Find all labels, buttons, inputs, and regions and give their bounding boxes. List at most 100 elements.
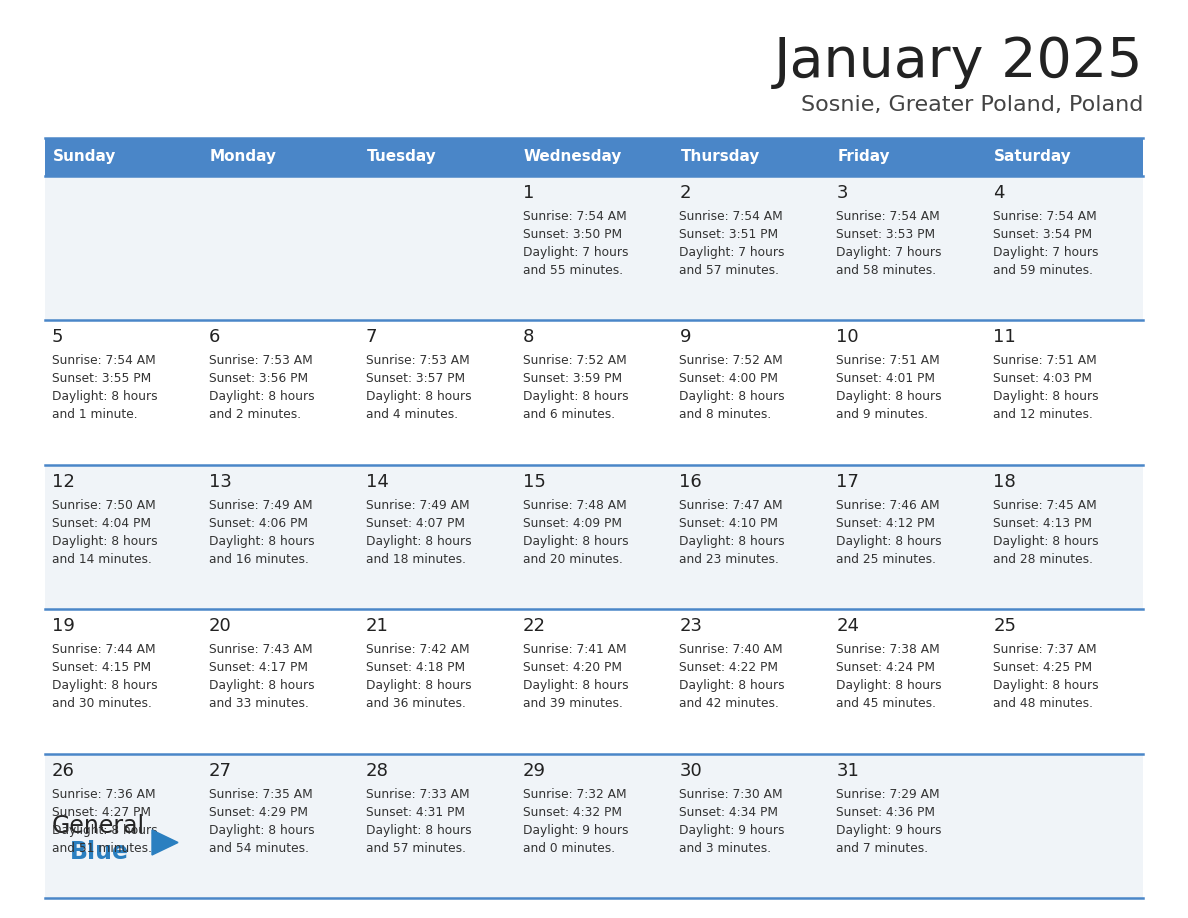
Text: 23: 23 <box>680 617 702 635</box>
Text: Daylight: 9 hours: Daylight: 9 hours <box>680 823 785 836</box>
Text: Sunrise: 7:54 AM: Sunrise: 7:54 AM <box>680 210 783 223</box>
Text: Sunrise: 7:45 AM: Sunrise: 7:45 AM <box>993 498 1097 512</box>
Bar <box>986 610 1143 754</box>
Text: 1: 1 <box>523 184 533 202</box>
Bar <box>45 320 202 465</box>
Text: Sunrise: 7:50 AM: Sunrise: 7:50 AM <box>52 498 156 512</box>
Bar <box>672 465 829 610</box>
Text: Tuesday: Tuesday <box>367 150 436 164</box>
Text: 25: 25 <box>993 617 1016 635</box>
Text: Daylight: 8 hours: Daylight: 8 hours <box>366 535 472 548</box>
Text: and 58 minutes.: and 58 minutes. <box>836 264 936 277</box>
Text: Sunrise: 7:51 AM: Sunrise: 7:51 AM <box>993 354 1097 367</box>
Text: Sunset: 4:09 PM: Sunset: 4:09 PM <box>523 517 621 530</box>
Text: and 23 minutes.: and 23 minutes. <box>680 553 779 565</box>
Text: 14: 14 <box>366 473 388 491</box>
Text: and 48 minutes.: and 48 minutes. <box>993 697 1093 711</box>
Text: Sunrise: 7:40 AM: Sunrise: 7:40 AM <box>680 644 783 656</box>
Bar <box>516 465 672 610</box>
Bar <box>829 320 986 465</box>
Text: and 55 minutes.: and 55 minutes. <box>523 264 623 277</box>
Bar <box>516 320 672 465</box>
Text: and 3 minutes.: and 3 minutes. <box>680 842 771 855</box>
Text: Sunset: 3:55 PM: Sunset: 3:55 PM <box>52 373 151 386</box>
Text: Sunrise: 7:35 AM: Sunrise: 7:35 AM <box>209 788 312 800</box>
Text: Wednesday: Wednesday <box>524 150 623 164</box>
Bar <box>359 138 516 176</box>
Text: Sunrise: 7:49 AM: Sunrise: 7:49 AM <box>209 498 312 512</box>
Text: Daylight: 8 hours: Daylight: 8 hours <box>523 535 628 548</box>
Text: and 16 minutes.: and 16 minutes. <box>209 553 309 565</box>
Text: 8: 8 <box>523 329 533 346</box>
Text: Daylight: 8 hours: Daylight: 8 hours <box>209 679 315 692</box>
Text: 20: 20 <box>209 617 232 635</box>
Text: Sosnie, Greater Poland, Poland: Sosnie, Greater Poland, Poland <box>801 95 1143 115</box>
Text: Daylight: 8 hours: Daylight: 8 hours <box>836 390 942 403</box>
Text: Daylight: 8 hours: Daylight: 8 hours <box>209 390 315 403</box>
Bar <box>516 138 672 176</box>
Text: Sunset: 3:53 PM: Sunset: 3:53 PM <box>836 228 935 241</box>
Text: and 30 minutes.: and 30 minutes. <box>52 697 152 711</box>
Bar <box>986 176 1143 320</box>
Text: and 57 minutes.: and 57 minutes. <box>366 842 466 855</box>
Bar <box>516 176 672 320</box>
Bar <box>672 320 829 465</box>
Bar <box>829 610 986 754</box>
Text: Sunset: 4:31 PM: Sunset: 4:31 PM <box>366 806 465 819</box>
Bar <box>202 754 359 898</box>
Text: and 59 minutes.: and 59 minutes. <box>993 264 1093 277</box>
Text: and 51 minutes.: and 51 minutes. <box>52 842 152 855</box>
Text: Sunset: 4:18 PM: Sunset: 4:18 PM <box>366 661 465 674</box>
Text: Sunrise: 7:30 AM: Sunrise: 7:30 AM <box>680 788 783 800</box>
Bar <box>45 610 202 754</box>
Text: 19: 19 <box>52 617 75 635</box>
Text: Daylight: 8 hours: Daylight: 8 hours <box>680 679 785 692</box>
Text: Sunset: 4:17 PM: Sunset: 4:17 PM <box>209 661 308 674</box>
Text: 30: 30 <box>680 762 702 779</box>
Text: and 6 minutes.: and 6 minutes. <box>523 409 614 421</box>
Text: Sunset: 4:04 PM: Sunset: 4:04 PM <box>52 517 151 530</box>
Text: Sunset: 4:27 PM: Sunset: 4:27 PM <box>52 806 151 819</box>
Text: Sunrise: 7:49 AM: Sunrise: 7:49 AM <box>366 498 469 512</box>
Text: Monday: Monday <box>210 150 277 164</box>
Text: 4: 4 <box>993 184 1005 202</box>
Bar <box>672 754 829 898</box>
Text: Sunrise: 7:54 AM: Sunrise: 7:54 AM <box>993 210 1097 223</box>
Bar <box>516 610 672 754</box>
Text: 7: 7 <box>366 329 378 346</box>
Text: Sunday: Sunday <box>53 150 116 164</box>
Text: and 2 minutes.: and 2 minutes. <box>209 409 301 421</box>
Text: Sunset: 4:07 PM: Sunset: 4:07 PM <box>366 517 465 530</box>
Text: Sunset: 3:54 PM: Sunset: 3:54 PM <box>993 228 1092 241</box>
Text: Sunrise: 7:46 AM: Sunrise: 7:46 AM <box>836 498 940 512</box>
Bar <box>45 465 202 610</box>
Text: and 9 minutes.: and 9 minutes. <box>836 409 928 421</box>
Text: Sunset: 4:15 PM: Sunset: 4:15 PM <box>52 661 151 674</box>
Bar <box>829 176 986 320</box>
Text: Sunset: 3:57 PM: Sunset: 3:57 PM <box>366 373 465 386</box>
Text: and 54 minutes.: and 54 minutes. <box>209 842 309 855</box>
Text: Daylight: 7 hours: Daylight: 7 hours <box>993 246 1099 259</box>
Text: and 20 minutes.: and 20 minutes. <box>523 553 623 565</box>
Text: and 14 minutes.: and 14 minutes. <box>52 553 152 565</box>
Text: Daylight: 8 hours: Daylight: 8 hours <box>52 679 158 692</box>
Text: 12: 12 <box>52 473 75 491</box>
Bar <box>672 610 829 754</box>
Text: Sunrise: 7:37 AM: Sunrise: 7:37 AM <box>993 644 1097 656</box>
Text: Sunset: 4:25 PM: Sunset: 4:25 PM <box>993 661 1092 674</box>
Text: 28: 28 <box>366 762 388 779</box>
Text: 3: 3 <box>836 184 848 202</box>
Text: and 57 minutes.: and 57 minutes. <box>680 264 779 277</box>
Text: and 12 minutes.: and 12 minutes. <box>993 409 1093 421</box>
Bar <box>45 754 202 898</box>
Text: Daylight: 8 hours: Daylight: 8 hours <box>209 535 315 548</box>
Text: Daylight: 8 hours: Daylight: 8 hours <box>523 390 628 403</box>
Text: Sunset: 4:12 PM: Sunset: 4:12 PM <box>836 517 935 530</box>
Text: Sunrise: 7:53 AM: Sunrise: 7:53 AM <box>366 354 469 367</box>
Text: Thursday: Thursday <box>681 150 760 164</box>
Text: and 0 minutes.: and 0 minutes. <box>523 842 614 855</box>
Text: Sunset: 4:36 PM: Sunset: 4:36 PM <box>836 806 935 819</box>
Text: Sunrise: 7:29 AM: Sunrise: 7:29 AM <box>836 788 940 800</box>
Text: January 2025: January 2025 <box>773 35 1143 89</box>
Text: 22: 22 <box>523 617 545 635</box>
